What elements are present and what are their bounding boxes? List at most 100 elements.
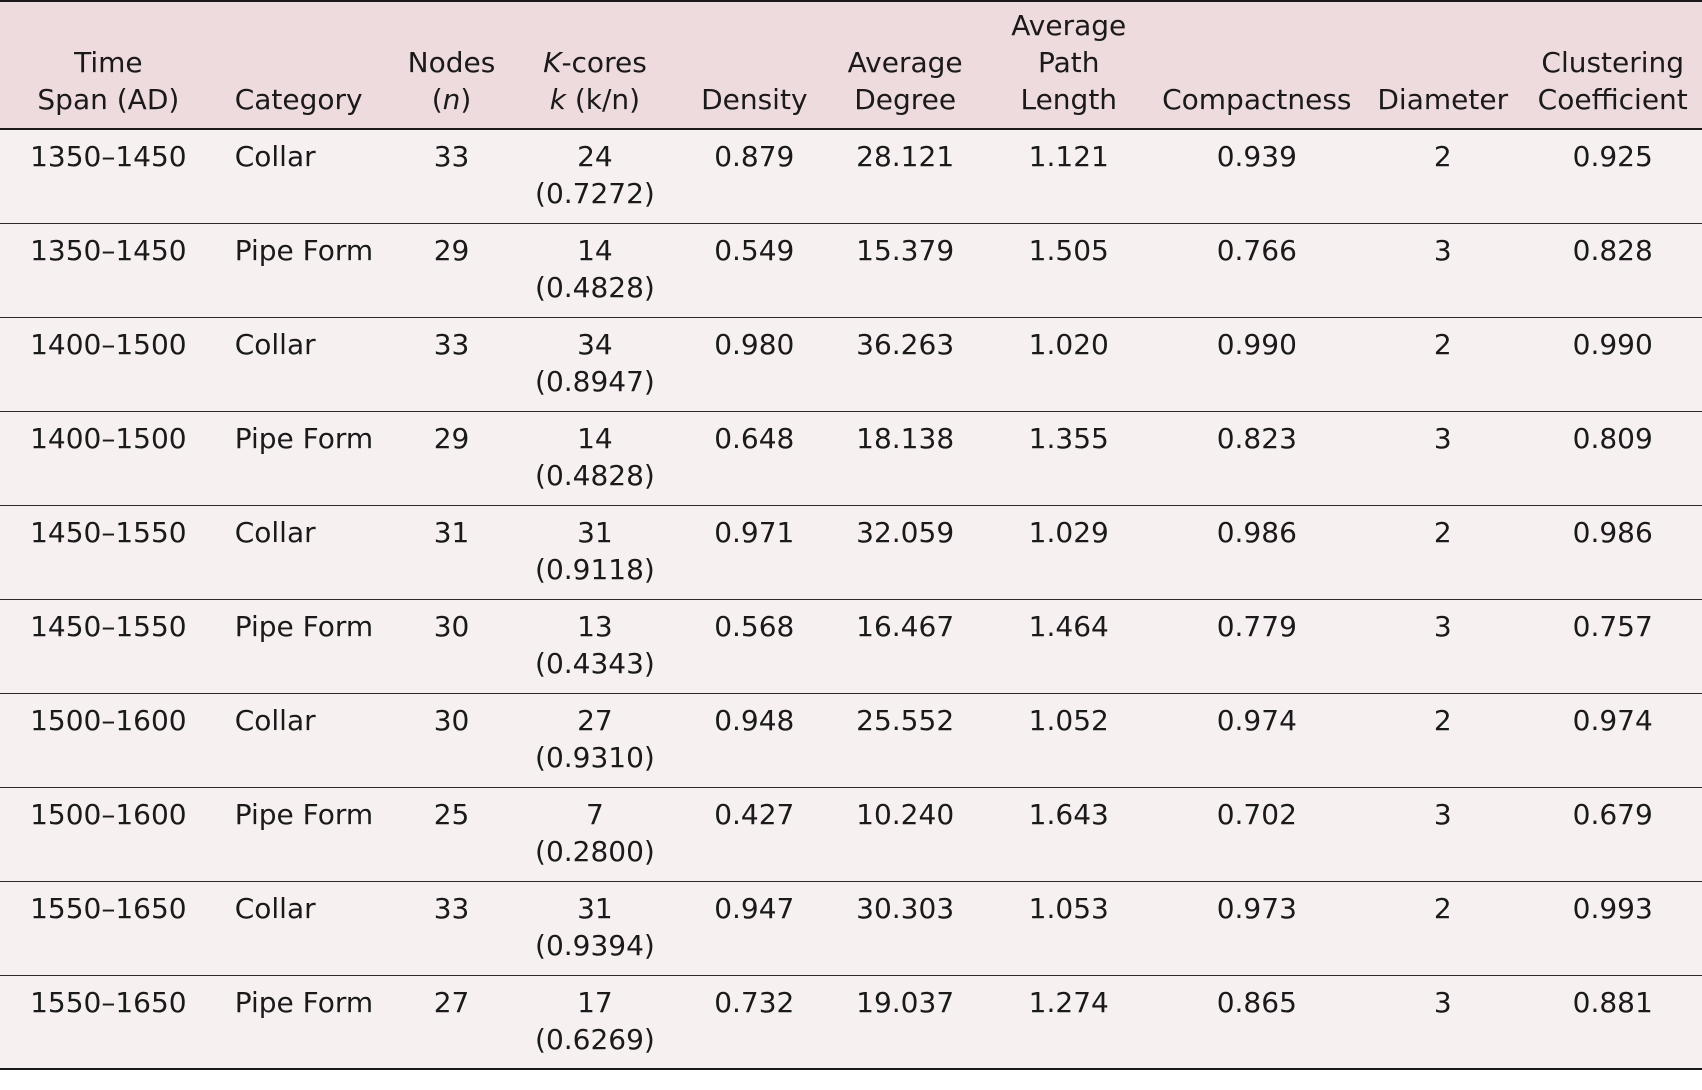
cell-compactness: 0.865 <box>1151 975 1362 1070</box>
cell-k-value: 31 <box>577 515 613 549</box>
cell-nodes: 33 <box>397 129 506 224</box>
cell-kcores: 13 (0.4343) <box>505 599 685 694</box>
cell-time-span: 1350–1450 <box>0 223 217 318</box>
cell-clustering-coefficient: 0.990 <box>1523 317 1702 412</box>
cell-average-path-length: 1.121 <box>985 129 1152 224</box>
cell-average-path-length: 1.053 <box>985 881 1152 976</box>
cell-k-value: 27 <box>577 703 613 737</box>
cell-kcores: 31 (0.9118) <box>505 505 685 600</box>
cell-time-span: 1350–1450 <box>0 129 217 224</box>
cell-nodes: 33 <box>397 317 506 412</box>
cell-nodes: 33 <box>397 881 506 976</box>
cell-density: 0.879 <box>684 129 825 224</box>
cell-category: Pipe Form <box>216 411 398 506</box>
cell-diameter: 2 <box>1361 693 1524 788</box>
cell-kn-ratio: (0.9394) <box>535 928 655 962</box>
cell-kcores: 31 (0.9394) <box>505 881 685 976</box>
cell-kn-ratio: (0.4343) <box>535 646 655 680</box>
cell-time-span: 1500–1600 <box>0 693 217 788</box>
table-row: 1550–1650 Collar 33 31 (0.9394) 0.947 30… <box>0 881 1702 976</box>
table-row: 1350–1450 Collar 33 24 (0.7272) 0.879 28… <box>0 129 1702 224</box>
header-category: Category <box>216 0 398 130</box>
cell-k-value: 24 <box>577 140 613 173</box>
cell-k-value: 7 <box>586 797 604 831</box>
cell-kcores: 7 (0.2800) <box>505 787 685 882</box>
cell-time-span: 1500–1600 <box>0 787 217 882</box>
cell-category: Collar <box>216 317 398 412</box>
cell-clustering-coefficient: 0.986 <box>1523 505 1702 600</box>
cell-diameter: 3 <box>1361 411 1524 506</box>
cell-compactness: 0.990 <box>1151 317 1362 412</box>
header-diameter: Diameter <box>1361 0 1524 130</box>
cell-category: Collar <box>216 505 398 600</box>
cell-kcores: 34 (0.8947) <box>505 317 685 412</box>
cell-average-degree: 16.467 <box>824 599 986 694</box>
table-row: 1450–1550 Collar 31 31 (0.9118) 0.971 32… <box>0 505 1702 600</box>
cell-average-degree: 10.240 <box>824 787 986 882</box>
cell-clustering-coefficient: 0.679 <box>1523 787 1702 882</box>
cell-average-path-length: 1.029 <box>985 505 1152 600</box>
cell-nodes: 30 <box>397 693 506 788</box>
cell-kn-ratio: (0.6269) <box>535 1022 655 1056</box>
cell-density: 0.549 <box>684 223 825 318</box>
cell-diameter: 3 <box>1361 975 1524 1070</box>
table-row: 1500–1600 Pipe Form 25 7 (0.2800) 0.427 … <box>0 787 1702 882</box>
cell-time-span: 1400–1500 <box>0 317 217 412</box>
cell-clustering-coefficient: 0.809 <box>1523 411 1702 506</box>
cell-compactness: 0.766 <box>1151 223 1362 318</box>
table-row: 1500–1600 Collar 30 27 (0.9310) 0.948 25… <box>0 693 1702 788</box>
cell-diameter: 2 <box>1361 129 1524 224</box>
header-average-path-length: Average Path Length <box>985 0 1152 130</box>
cell-average-degree: 36.263 <box>824 317 986 412</box>
header-kcores: K-cores k (k/n) <box>505 0 685 130</box>
cell-density: 0.648 <box>684 411 825 506</box>
cell-k-value: 14 <box>577 233 613 267</box>
cell-kn-ratio: (0.9118) <box>535 552 655 586</box>
cell-kn-ratio: (0.9310) <box>535 740 655 774</box>
cell-nodes: 29 <box>397 411 506 506</box>
table-header: Time Span (AD) Category Nodes (n) K-core… <box>0 0 1702 130</box>
cell-k-value: 31 <box>577 891 613 925</box>
cell-nodes: 30 <box>397 599 506 694</box>
cell-average-degree: 28.121 <box>824 129 986 224</box>
cell-kn-ratio: (0.7272) <box>535 177 655 210</box>
table-body: 1350–1450 Collar 33 24 (0.7272) 0.879 28… <box>0 129 1702 1070</box>
cell-average-path-length: 1.355 <box>985 411 1152 506</box>
cell-clustering-coefficient: 0.828 <box>1523 223 1702 318</box>
cell-average-degree: 32.059 <box>824 505 986 600</box>
cell-average-path-length: 1.643 <box>985 787 1152 882</box>
cell-average-degree: 30.303 <box>824 881 986 976</box>
cell-density: 0.948 <box>684 693 825 788</box>
cell-k-value: 14 <box>577 421 613 455</box>
cell-time-span: 1450–1550 <box>0 599 217 694</box>
table-row: 1400–1500 Collar 33 34 (0.8947) 0.980 36… <box>0 317 1702 412</box>
table-row: 1350–1450 Pipe Form 29 14 (0.4828) 0.549… <box>0 223 1702 318</box>
cell-nodes: 27 <box>397 975 506 1070</box>
cell-average-path-length: 1.505 <box>985 223 1152 318</box>
cell-compactness: 0.939 <box>1151 129 1362 224</box>
cell-compactness: 0.986 <box>1151 505 1362 600</box>
cell-time-span: 1550–1650 <box>0 881 217 976</box>
table-row: 1400–1500 Pipe Form 29 14 (0.4828) 0.648… <box>0 411 1702 506</box>
cell-compactness: 0.974 <box>1151 693 1362 788</box>
cell-density: 0.732 <box>684 975 825 1070</box>
cell-nodes: 31 <box>397 505 506 600</box>
cell-category: Pipe Form <box>216 975 398 1070</box>
cell-kcores: 24 (0.7272) <box>505 129 685 224</box>
cell-k-value: 17 <box>577 985 613 1019</box>
cell-diameter: 2 <box>1361 881 1524 976</box>
cell-compactness: 0.702 <box>1151 787 1362 882</box>
cell-category: Collar <box>216 881 398 976</box>
table-row: 1450–1550 Pipe Form 30 13 (0.4343) 0.568… <box>0 599 1702 694</box>
cell-category: Pipe Form <box>216 787 398 882</box>
cell-average-path-length: 1.464 <box>985 599 1152 694</box>
cell-density: 0.980 <box>684 317 825 412</box>
cell-average-degree: 15.379 <box>824 223 986 318</box>
header-time-span: Time Span (AD) <box>0 0 217 130</box>
cell-clustering-coefficient: 0.757 <box>1523 599 1702 694</box>
cell-compactness: 0.973 <box>1151 881 1362 976</box>
cell-diameter: 3 <box>1361 787 1524 882</box>
cell-diameter: 2 <box>1361 317 1524 412</box>
cell-category: Collar <box>216 129 398 224</box>
header-average-degree: Average Degree <box>824 0 986 130</box>
